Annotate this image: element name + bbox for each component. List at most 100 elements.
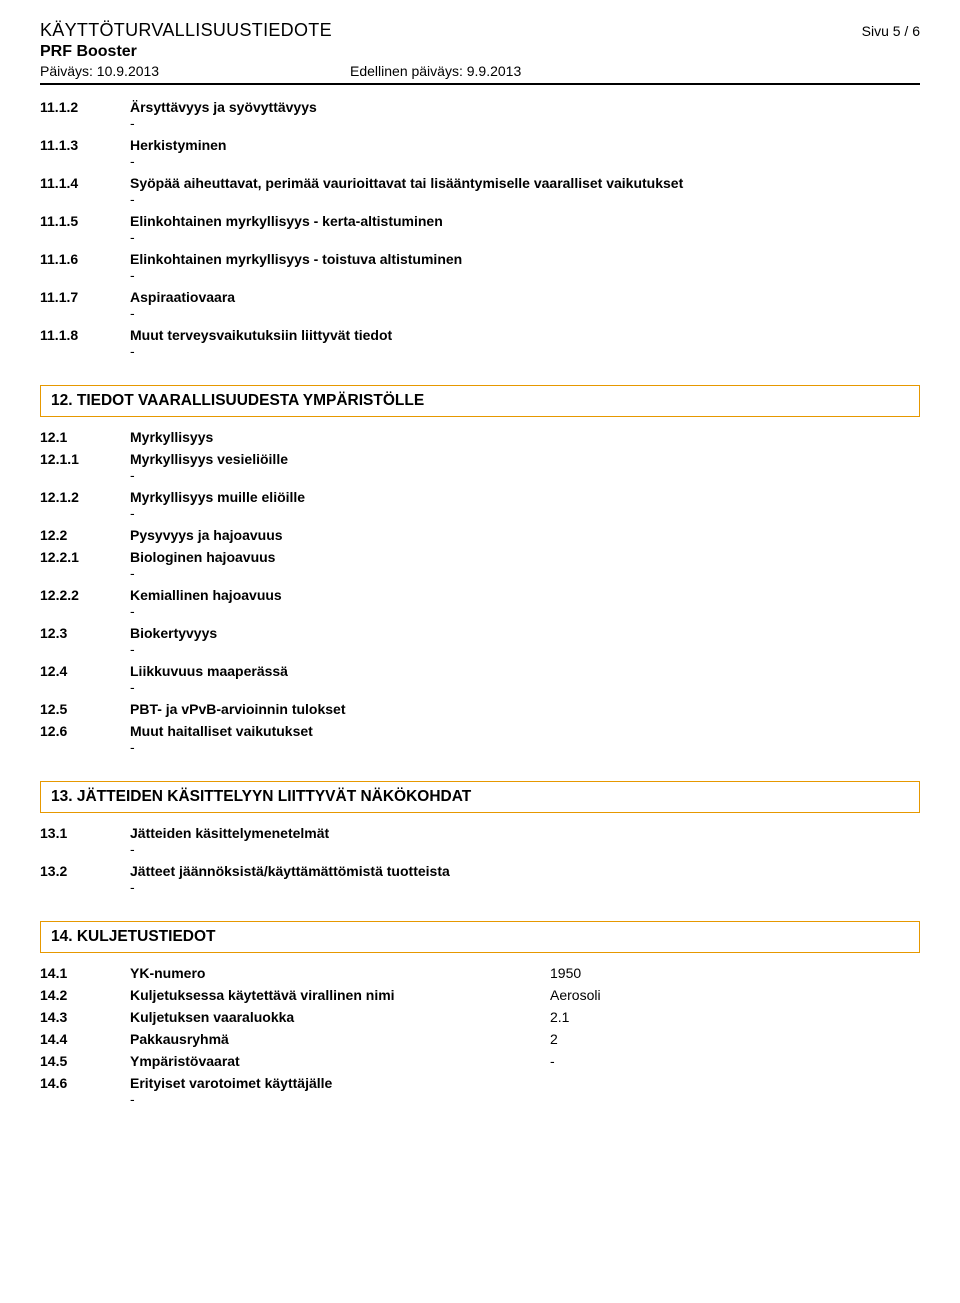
entry-num: 12.2.2 — [40, 587, 130, 603]
entry-num: 13.2 — [40, 863, 130, 879]
entry-14-4: 14.4 Pakkausryhmä 2 — [40, 1031, 920, 1047]
entry-label: Muut haitalliset vaikutukset — [130, 723, 920, 739]
entry-num: 12.2.1 — [40, 549, 130, 565]
entry-12-6: 12.6 Muut haitalliset vaikutukset — [40, 723, 920, 739]
entry-num: 12.1 — [40, 429, 130, 445]
entry-14-5: 14.5 Ympäristövaarat - — [40, 1053, 920, 1069]
entry-label: Liikkuvuus maaperässä — [130, 663, 920, 679]
entry-num: 11.1.3 — [40, 137, 130, 153]
entry-14-6: 14.6 Erityiset varotoimet käyttäjälle — [40, 1075, 920, 1091]
dates-row: Päiväys: 10.9.2013 Edellinen päiväys: 9.… — [40, 63, 920, 79]
entry-12-4: 12.4 Liikkuvuus maaperässä — [40, 663, 920, 679]
entry-dash: - — [130, 467, 920, 483]
entry-13-2: 13.2 Jätteet jäännöksistä/käyttämättömis… — [40, 863, 920, 879]
product-name: PRF Booster — [40, 43, 920, 61]
entry-11-1-4: 11.1.4 Syöpää aiheuttavat, perimää vauri… — [40, 175, 920, 191]
entry-label: YK-numero — [130, 965, 550, 981]
entry-dash: - — [130, 739, 920, 755]
entry-num: 12.3 — [40, 625, 130, 641]
entry-dash: - — [130, 343, 920, 359]
entry-label: Jätteet jäännöksistä/käyttämättömistä tu… — [130, 863, 920, 879]
entry-dash: - — [130, 679, 920, 695]
entry-14-3: 14.3 Kuljetuksen vaaraluokka 2.1 — [40, 1009, 920, 1025]
entry-dash: - — [130, 879, 920, 895]
entry-dash: - — [130, 1091, 920, 1107]
document-title: KÄYTTÖTURVALLISUUSTIEDOTE — [40, 20, 332, 41]
entry-label: Muut terveysvaikutuksiin liittyvät tiedo… — [130, 327, 920, 343]
entry-14-1: 14.1 YK-numero 1950 — [40, 965, 920, 981]
entry-label: Jätteiden käsittelymenetelmät — [130, 825, 920, 841]
entry-num: 12.4 — [40, 663, 130, 679]
entry-12-1-1: 12.1.1 Myrkyllisyys vesieliöille — [40, 451, 920, 467]
entry-label: Elinkohtainen myrkyllisyys - kerta-altis… — [130, 213, 920, 229]
entry-label: PBT- ja vPvB-arvioinnin tulokset — [130, 701, 920, 717]
entry-label: Syöpää aiheuttavat, perimää vaurioittava… — [130, 175, 920, 191]
entry-dash: - — [130, 505, 920, 521]
entry-num: 14.1 — [40, 965, 130, 981]
entry-num: 11.1.5 — [40, 213, 130, 229]
entry-label: Kemiallinen hajoavuus — [130, 587, 920, 603]
entry-12-3: 12.3 Biokertyvyys — [40, 625, 920, 641]
entry-12-2-1: 12.2.1 Biologinen hajoavuus — [40, 549, 920, 565]
entry-dash: - — [130, 115, 920, 131]
entry-dash: - — [130, 267, 920, 283]
entry-num: 11.1.7 — [40, 289, 130, 305]
entry-label: Myrkyllisyys vesieliöille — [130, 451, 920, 467]
entry-label: Erityiset varotoimet käyttäjälle — [130, 1075, 550, 1091]
entry-label: Myrkyllisyys — [130, 429, 920, 445]
entry-dash: - — [130, 305, 920, 321]
entry-label: Herkistyminen — [130, 137, 920, 153]
entry-label: Ärsyttävyys ja syövyttävyys — [130, 99, 920, 115]
date-right: Edellinen päiväys: 9.9.2013 — [350, 63, 521, 79]
date-left: Päiväys: 10.9.2013 — [40, 63, 350, 79]
entry-11-1-7: 11.1.7 Aspiraatiovaara — [40, 289, 920, 305]
entry-num: 14.6 — [40, 1075, 130, 1091]
entry-value: 1950 — [550, 965, 920, 981]
entry-num: 14.2 — [40, 987, 130, 1003]
entry-dash: - — [130, 641, 920, 657]
section-14-title: 14. KULJETUSTIEDOT — [40, 921, 920, 953]
header-rule — [40, 83, 920, 85]
entry-label: Pakkausryhmä — [130, 1031, 550, 1047]
entry-value: Aerosoli — [550, 987, 920, 1003]
section-12-title: 12. TIEDOT VAARALLISUUDESTA YMPÄRISTÖLLE — [40, 385, 920, 417]
entry-value: 2.1 — [550, 1009, 920, 1025]
entry-dash: - — [130, 229, 920, 245]
entry-11-1-5: 11.1.5 Elinkohtainen myrkyllisyys - kert… — [40, 213, 920, 229]
entry-label: Kuljetuksen vaaraluokka — [130, 1009, 550, 1025]
entry-dash: - — [130, 841, 920, 857]
entry-num: 12.6 — [40, 723, 130, 739]
section-13-title: 13. JÄTTEIDEN KÄSITTELYYN LIITTYVÄT NÄKÖ… — [40, 781, 920, 813]
entry-num: 11.1.6 — [40, 251, 130, 267]
entry-12-2-2: 12.2.2 Kemiallinen hajoavuus — [40, 587, 920, 603]
page: KÄYTTÖTURVALLISUUSTIEDOTE Sivu 5 / 6 PRF… — [0, 0, 960, 1153]
entry-label: Aspiraatiovaara — [130, 289, 920, 305]
header-row: KÄYTTÖTURVALLISUUSTIEDOTE Sivu 5 / 6 — [40, 20, 920, 41]
entry-label: Biokertyvyys — [130, 625, 920, 641]
entry-dash: - — [130, 153, 920, 169]
entry-label: Elinkohtainen myrkyllisyys - toistuva al… — [130, 251, 920, 267]
entry-num: 11.1.4 — [40, 175, 130, 191]
entry-num: 14.4 — [40, 1031, 130, 1047]
entry-11-1-8: 11.1.8 Muut terveysvaikutuksiin liittyvä… — [40, 327, 920, 343]
entry-14-2: 14.2 Kuljetuksessa käytettävä virallinen… — [40, 987, 920, 1003]
entry-12-1-2: 12.1.2 Myrkyllisyys muille eliöille — [40, 489, 920, 505]
entry-num: 14.3 — [40, 1009, 130, 1025]
entry-dash: - — [130, 603, 920, 619]
entry-num: 11.1.8 — [40, 327, 130, 343]
page-number: Sivu 5 / 6 — [862, 23, 920, 39]
entry-label: Myrkyllisyys muille eliöille — [130, 489, 920, 505]
entry-value — [550, 1075, 920, 1091]
entry-num: 13.1 — [40, 825, 130, 841]
entry-num: 12.2 — [40, 527, 130, 543]
entry-13-1: 13.1 Jätteiden käsittelymenetelmät — [40, 825, 920, 841]
entry-label: Kuljetuksessa käytettävä virallinen nimi — [130, 987, 550, 1003]
entry-12-1: 12.1 Myrkyllisyys — [40, 429, 920, 445]
entry-num: 12.1.1 — [40, 451, 130, 467]
entry-num: 11.1.2 — [40, 99, 130, 115]
entry-label: Ympäristövaarat — [130, 1053, 550, 1069]
entry-dash: - — [130, 565, 920, 581]
entry-num: 12.1.2 — [40, 489, 130, 505]
entry-value: - — [550, 1053, 920, 1069]
entry-12-5: 12.5 PBT- ja vPvB-arvioinnin tulokset — [40, 701, 920, 717]
